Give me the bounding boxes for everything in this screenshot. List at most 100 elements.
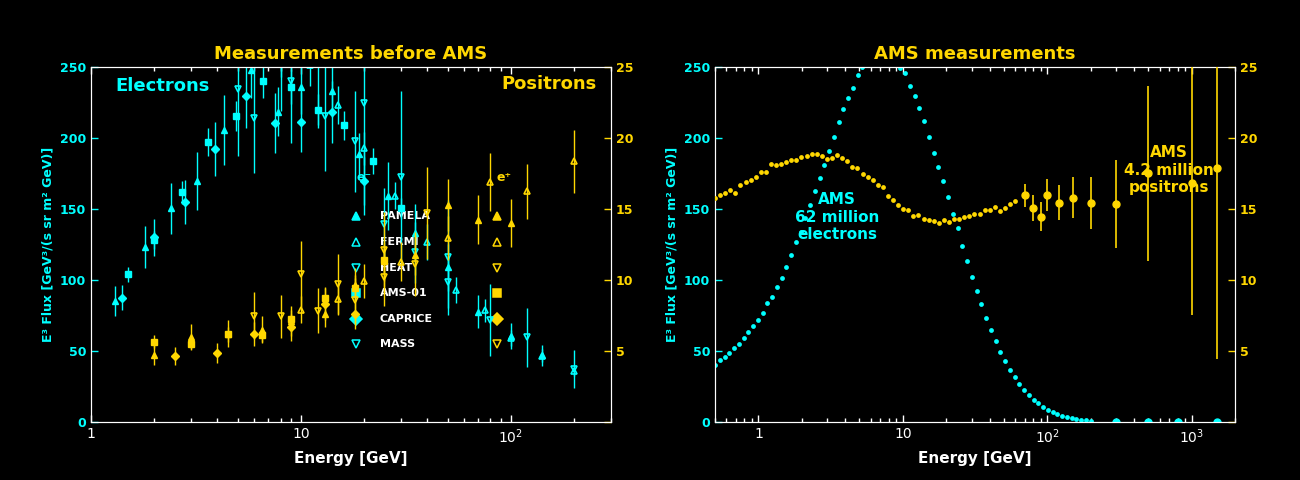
Point <box>823 133 844 141</box>
Point <box>734 178 755 186</box>
Point <box>790 228 811 236</box>
Text: FERMI: FERMI <box>380 237 419 247</box>
Point <box>801 150 822 158</box>
Point <box>1080 417 1101 425</box>
Point <box>760 160 781 168</box>
Point <box>781 156 802 164</box>
Point <box>944 216 965 223</box>
Point <box>885 59 906 66</box>
Point <box>954 214 975 221</box>
Point <box>909 211 930 219</box>
Point <box>893 205 914 213</box>
Point <box>942 210 963 218</box>
Point <box>876 51 897 59</box>
Point <box>1018 391 1039 399</box>
Title: Measurements before AMS: Measurements before AMS <box>214 45 488 63</box>
Point <box>1037 406 1058 414</box>
Point <box>952 242 972 250</box>
Point <box>980 327 1001 335</box>
Point <box>966 287 987 295</box>
Point <box>949 216 970 223</box>
Point <box>962 273 983 280</box>
Point <box>903 213 924 220</box>
Point <box>1023 396 1044 404</box>
Point <box>909 104 930 112</box>
Point <box>965 210 985 218</box>
Point <box>819 147 840 155</box>
Point <box>733 334 754 342</box>
Point <box>832 154 853 162</box>
Point <box>786 156 807 164</box>
Point <box>852 63 872 71</box>
Point <box>757 300 777 307</box>
Point <box>781 251 802 259</box>
Point <box>842 163 863 170</box>
Point <box>971 300 992 308</box>
Point <box>994 204 1015 212</box>
Text: AMS
62 million
electrons: AMS 62 million electrons <box>794 192 879 242</box>
Point <box>766 161 786 168</box>
Point <box>985 337 1006 345</box>
Point <box>905 92 926 100</box>
Point <box>857 60 878 68</box>
Point <box>710 191 731 199</box>
Point <box>933 216 954 224</box>
Point <box>828 118 849 126</box>
Point <box>898 206 919 214</box>
Point <box>862 177 883 184</box>
Point <box>848 71 868 79</box>
Point <box>1004 373 1024 381</box>
Text: MASS: MASS <box>380 339 415 349</box>
Point <box>1005 197 1026 204</box>
Point <box>918 216 939 224</box>
Point <box>913 215 933 223</box>
Point <box>842 84 863 92</box>
Text: CAPRICE: CAPRICE <box>380 314 433 324</box>
Point <box>715 189 736 197</box>
Point <box>867 181 888 189</box>
Point <box>928 219 949 227</box>
Text: PAMELA: PAMELA <box>380 211 429 221</box>
Point <box>1046 410 1067 418</box>
Point <box>1028 400 1049 408</box>
Text: AMS
4.2 million
positrons: AMS 4.2 million positrons <box>1124 145 1214 195</box>
Point <box>974 206 995 214</box>
Text: HEAT: HEAT <box>380 263 412 273</box>
Point <box>714 353 734 361</box>
Point <box>989 207 1010 215</box>
Point <box>747 316 768 324</box>
Point <box>862 56 883 64</box>
Point <box>1000 366 1021 373</box>
Point <box>785 239 806 246</box>
Point <box>705 194 725 202</box>
Point <box>811 152 832 160</box>
Point <box>738 328 759 336</box>
Point <box>767 283 788 291</box>
Point <box>891 64 911 72</box>
Point <box>959 212 980 219</box>
Point <box>883 196 903 204</box>
Point <box>1043 408 1063 416</box>
X-axis label: Energy [GeV]: Energy [GeV] <box>918 451 1032 467</box>
Point <box>822 154 842 162</box>
Point <box>848 164 868 172</box>
Point <box>994 357 1015 365</box>
Point <box>914 117 935 125</box>
Point <box>728 340 749 348</box>
Point <box>814 161 835 168</box>
Point <box>989 348 1010 356</box>
Point <box>762 293 783 301</box>
Point <box>948 225 968 232</box>
Y-axis label: E³ Flux [GeV³/(s sr m² GeV)]: E³ Flux [GeV³/(s sr m² GeV)] <box>666 147 679 342</box>
Point <box>939 218 959 226</box>
Point <box>894 70 915 77</box>
Point <box>742 322 763 330</box>
Point <box>745 173 766 180</box>
Point <box>888 201 909 209</box>
Text: Electrons: Electrons <box>114 77 209 96</box>
Title: AMS measurements: AMS measurements <box>874 45 1076 63</box>
Point <box>792 154 812 161</box>
Point <box>975 314 996 322</box>
Point <box>866 51 887 59</box>
Point <box>1075 417 1096 424</box>
